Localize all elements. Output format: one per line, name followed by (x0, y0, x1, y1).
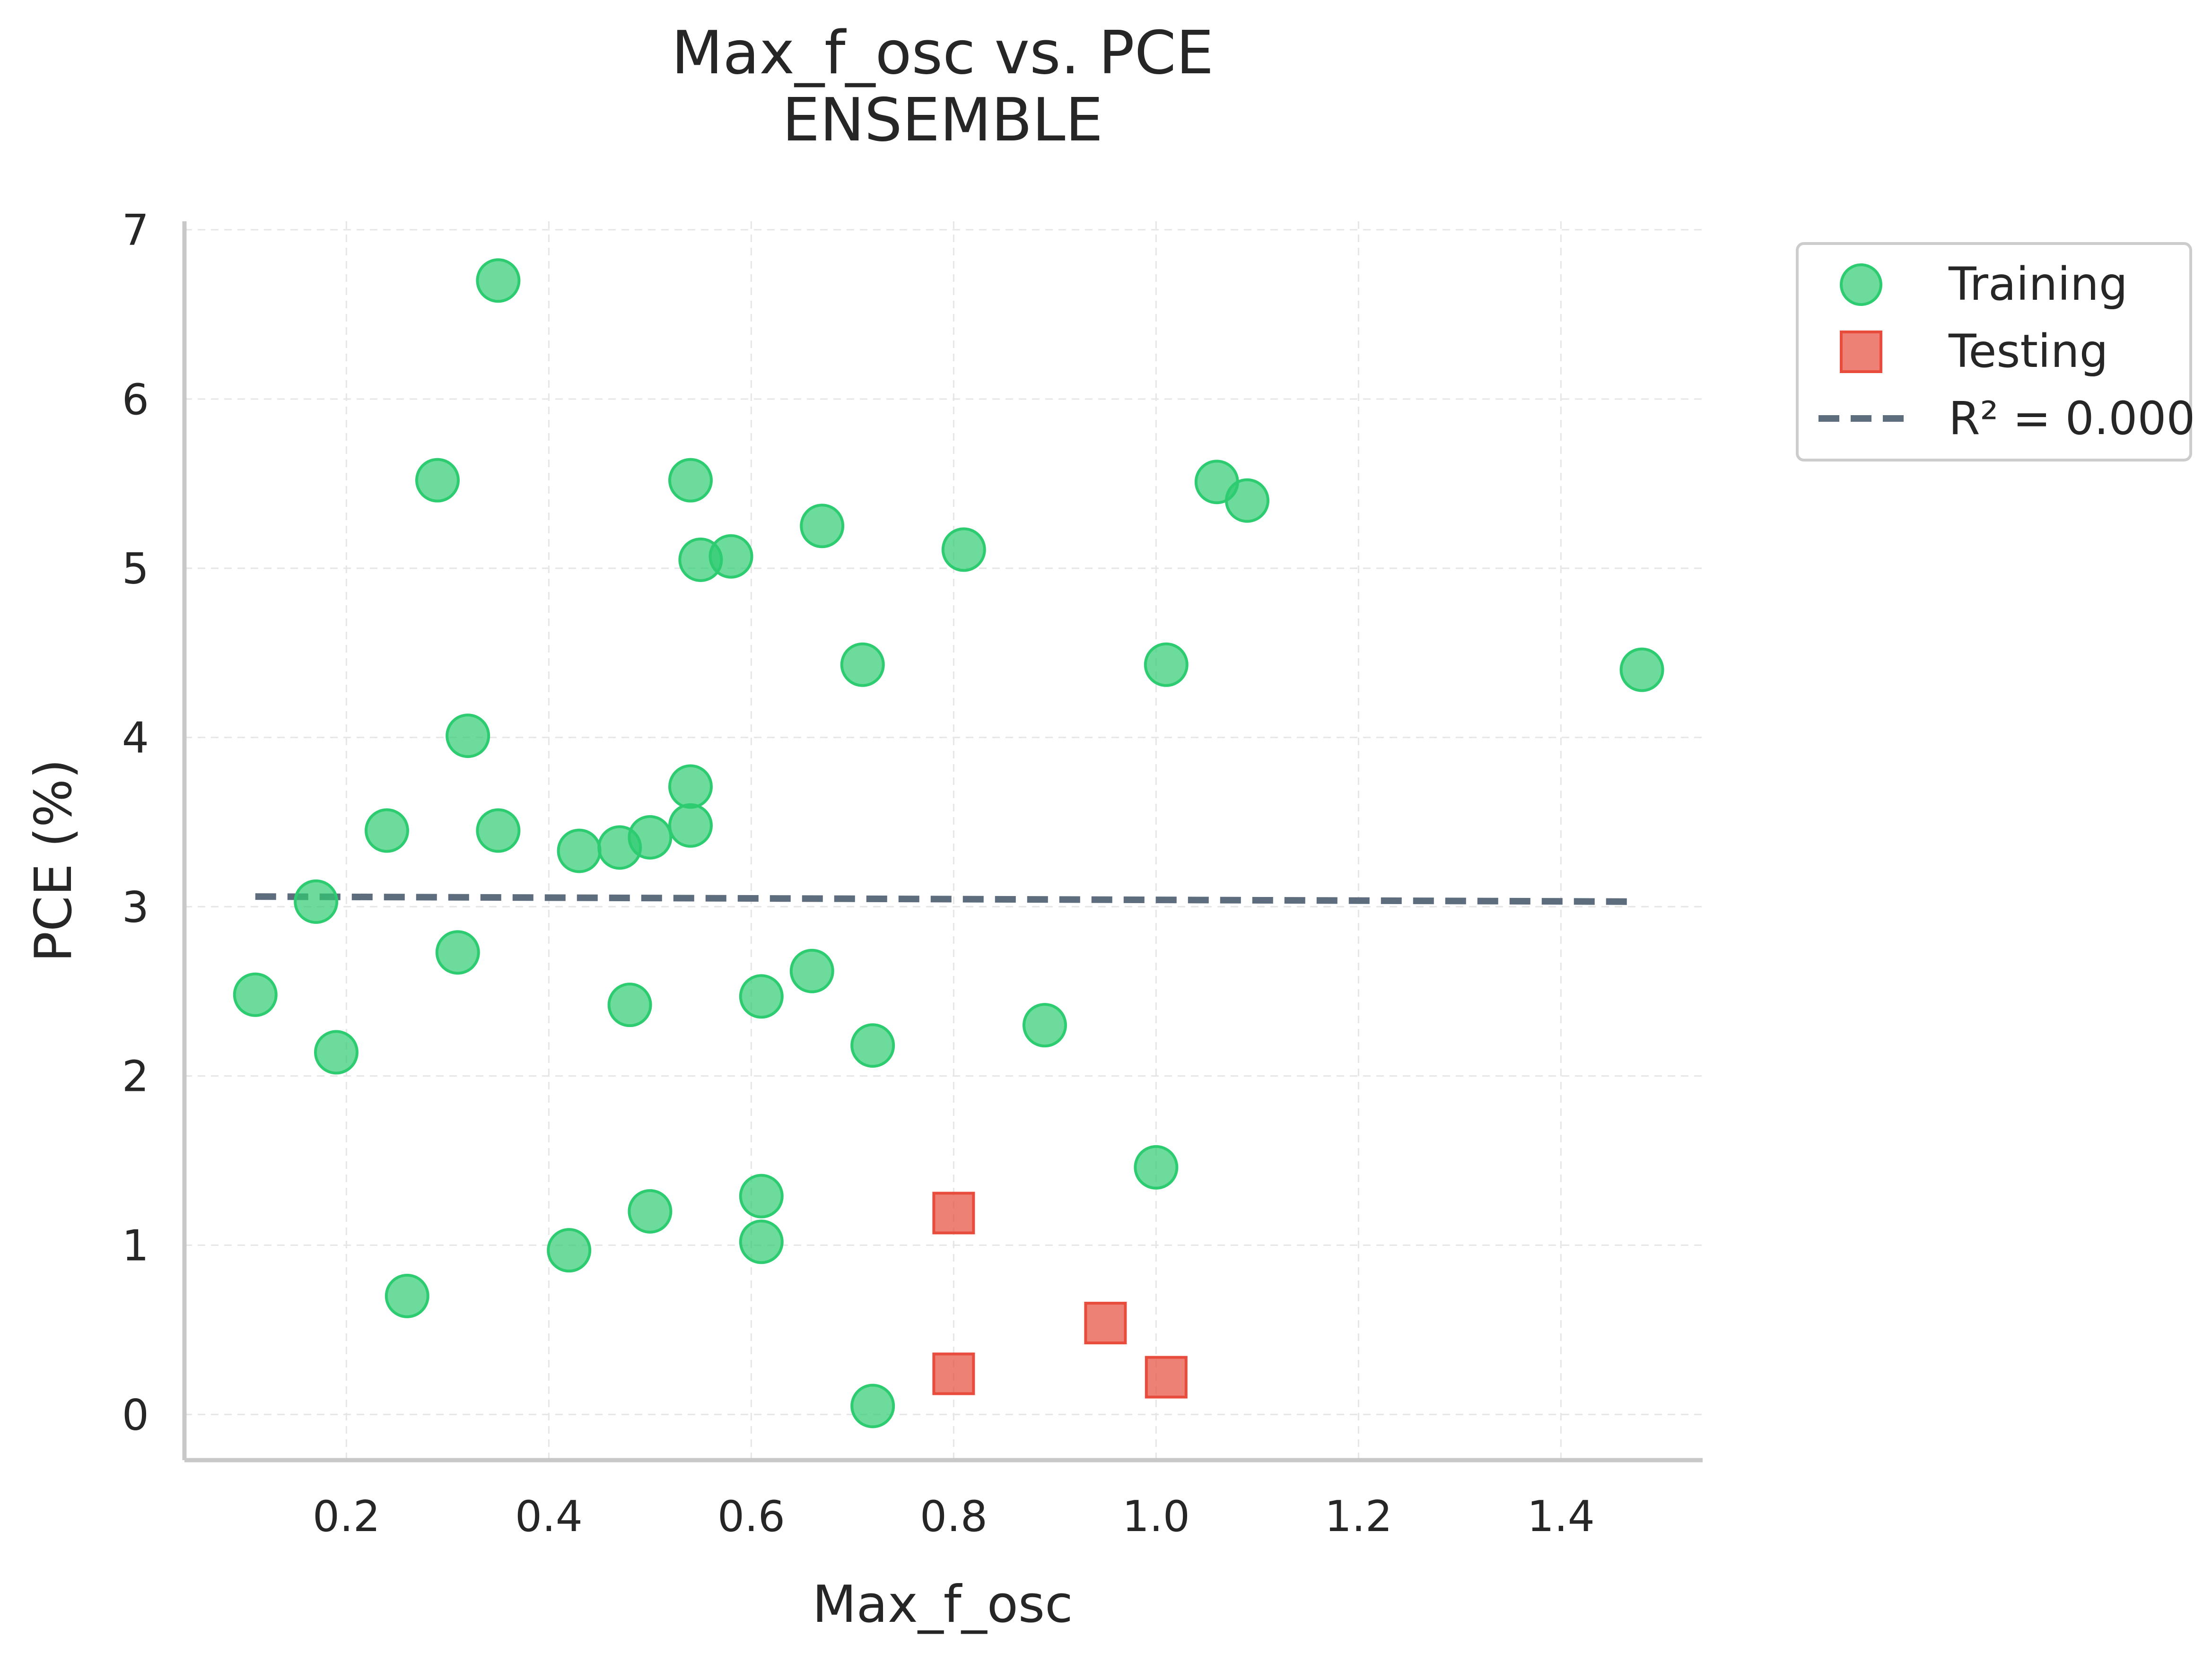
x-axis-label: Max_f_osc (812, 1575, 1073, 1634)
training-point (1144, 642, 1189, 687)
training-point (739, 1219, 784, 1264)
legend-frame (1796, 242, 2192, 461)
legend-testing-marker (1840, 331, 1882, 373)
training-point (628, 815, 673, 860)
training-point (415, 458, 460, 503)
y-tick-label: 1 (122, 1221, 149, 1271)
x-tick-label: 1.0 (1122, 1492, 1190, 1541)
y-tick-label: 3 (122, 883, 149, 932)
regression-line (255, 893, 1632, 905)
training-point (850, 1384, 895, 1428)
training-point (1225, 478, 1269, 523)
training-point (628, 1189, 673, 1234)
x-tick-label: 0.6 (717, 1492, 785, 1541)
training-point (840, 642, 885, 687)
training-point (385, 1273, 429, 1318)
y-tick-label: 4 (122, 714, 149, 763)
legend-training-marker (1840, 263, 1882, 306)
legend: Training Testing R² = 0.000 (1796, 242, 2195, 461)
training-point (1023, 1003, 1067, 1048)
training-point (800, 504, 845, 548)
grid-lines (184, 221, 1703, 1460)
testing-point (1145, 1356, 1188, 1399)
chart-subtitle: ENSEMBLE (782, 85, 1103, 155)
testing-point (932, 1192, 975, 1235)
x-tick-label: 0.4 (515, 1492, 583, 1541)
training-point (850, 1023, 895, 1068)
training-point (708, 534, 753, 579)
x-tick-label: 0.8 (920, 1492, 988, 1541)
testing-point (1084, 1302, 1127, 1345)
training-point (739, 974, 784, 1019)
training-point (435, 930, 480, 975)
training-point (941, 527, 986, 572)
training-point (668, 458, 713, 503)
training-point (476, 258, 521, 303)
training-point (446, 714, 490, 758)
training-point (365, 808, 409, 853)
y-axis-label: PCE (%) (24, 759, 83, 962)
training-point (294, 879, 339, 924)
y-tick-label: 0 (122, 1390, 149, 1440)
chart-title: Max_f_osc vs. PCE (672, 18, 1214, 87)
training-point (607, 983, 652, 1027)
training-point (1134, 1145, 1179, 1190)
training-point (314, 1030, 358, 1075)
regression-line-layer (255, 893, 1632, 905)
x-tick-label: 0.2 (313, 1492, 380, 1541)
training-point (1619, 647, 1664, 692)
training-point (557, 828, 602, 873)
training-point (789, 949, 834, 993)
training-point (739, 1174, 784, 1219)
x-tick-label: 1.2 (1325, 1492, 1392, 1541)
training-point (547, 1228, 592, 1273)
tick-labels: 0.2 0.4 0.6 0.8 1.0 1.2 1.4 0 1 2 3 4 5 6 7 (122, 206, 1595, 1541)
training-point (233, 972, 278, 1017)
testing-point (932, 1352, 975, 1395)
training-point (668, 803, 713, 848)
legend-testing-label: Testing (1948, 325, 2108, 378)
legend-training-label: Training (1948, 258, 2128, 311)
y-tick-label: 2 (122, 1052, 149, 1102)
y-tick-label: 7 (122, 206, 149, 255)
data-points-layer (233, 258, 1664, 1428)
legend-fit-label: R² = 0.000 (1949, 392, 2195, 445)
training-point (476, 808, 521, 853)
y-tick-label: 6 (122, 375, 149, 425)
axes (182, 221, 1703, 1462)
x-tick-label: 1.4 (1527, 1492, 1595, 1541)
training-point (668, 764, 713, 809)
y-tick-label: 5 (122, 544, 149, 594)
